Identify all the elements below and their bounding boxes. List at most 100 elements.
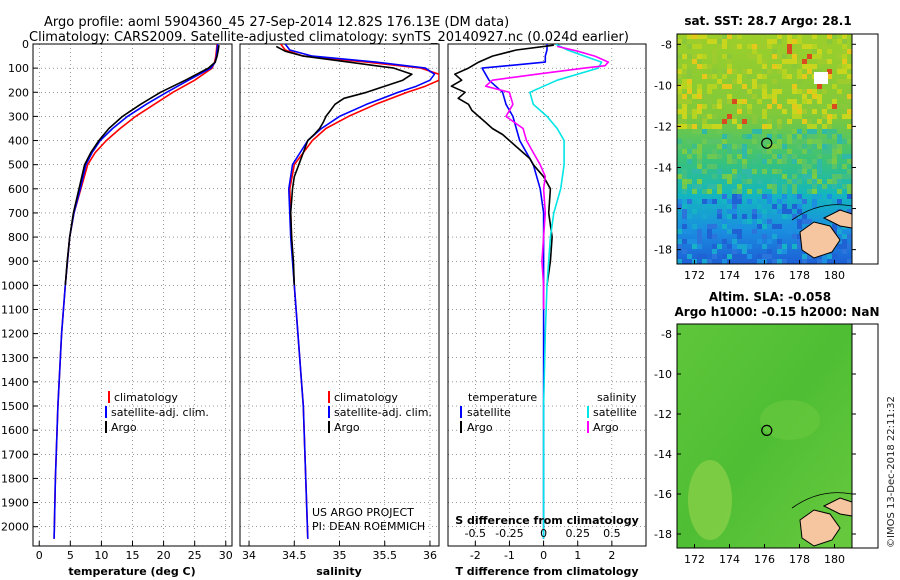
difference-xtick-label: 2 — [608, 549, 615, 562]
sst-pixel — [832, 199, 837, 204]
sst-pixel — [797, 199, 802, 204]
sst-pixel — [842, 44, 847, 49]
sst-pixel — [772, 99, 777, 104]
sst-pixel — [842, 184, 847, 189]
sst-pixel — [762, 74, 767, 79]
sst-pixel — [822, 144, 827, 149]
sst-pixel — [782, 199, 787, 204]
sst-pixel — [837, 194, 842, 199]
sst-pixel — [842, 94, 847, 99]
sst-pixel — [812, 189, 817, 194]
sst-pixel — [737, 234, 742, 239]
sst-pixel — [842, 154, 847, 159]
sst-pixel — [767, 159, 772, 164]
sst-pixel — [727, 204, 732, 209]
sst-pixel — [807, 34, 812, 39]
sst-pixel — [777, 34, 782, 39]
sst-pixel — [692, 124, 697, 129]
sst-pixel — [832, 114, 837, 119]
sst-pixel — [787, 44, 792, 49]
sst-pixel — [712, 39, 717, 44]
sst-pixel — [782, 69, 787, 74]
sst-pixel — [847, 174, 852, 179]
sst-pixel — [702, 189, 707, 194]
sst-pixel — [737, 74, 742, 79]
sst-pixel — [717, 39, 722, 44]
sst-pixel — [782, 154, 787, 159]
sst-pixel — [752, 84, 757, 89]
depth-tick-label: 700 — [8, 207, 29, 220]
sst-pixel — [777, 104, 782, 109]
sst-pixel — [792, 194, 797, 199]
sst-pixel — [832, 154, 837, 159]
sst-pixel — [717, 169, 722, 174]
sst-pixel — [752, 209, 757, 214]
sst-pixel — [792, 89, 797, 94]
legend-label-argo: Argo — [334, 421, 360, 434]
sst-pixel — [812, 89, 817, 94]
sst-pixel — [827, 39, 832, 44]
sst-pixel — [682, 104, 687, 109]
sst-pixel — [842, 174, 847, 179]
sst-pixel — [797, 194, 802, 199]
sst-pixel — [772, 224, 777, 229]
sst-pixel — [737, 154, 742, 159]
lat-tick-label: -18 — [654, 528, 672, 541]
sst-pixel — [732, 189, 737, 194]
sst-pixel — [757, 179, 762, 184]
sst-pixel — [687, 54, 692, 59]
sst-pixel — [772, 94, 777, 99]
depth-tick-label: 2000 — [1, 521, 29, 534]
sst-pixel — [702, 129, 707, 134]
sst-pixel — [737, 144, 742, 149]
sst-pixel — [812, 179, 817, 184]
sst-pixel — [802, 64, 807, 69]
depth-tick-label: 900 — [8, 255, 29, 268]
sst-pixel — [732, 114, 737, 119]
sst-pixel — [697, 54, 702, 59]
sst-pixel — [752, 54, 757, 59]
sst-pixel — [692, 149, 697, 154]
sst-pixel — [812, 184, 817, 189]
salinity-series-argo — [275, 45, 413, 286]
sst-pixel — [747, 94, 752, 99]
sst-pixel — [737, 44, 742, 49]
sst-pixel — [697, 179, 702, 184]
depth-tick-label: 1800 — [1, 472, 29, 485]
sst-pixel — [782, 144, 787, 149]
sst-pixel — [792, 109, 797, 114]
map-side-frame — [851, 323, 879, 549]
sst-pixel — [817, 139, 822, 144]
sst-pixel — [687, 34, 692, 39]
sst-pixel — [782, 259, 787, 264]
sst-pixel — [697, 144, 702, 149]
sst-pixel — [677, 239, 682, 244]
sst-pixel — [682, 54, 687, 59]
sst-pixel — [832, 134, 837, 139]
sst-pixel — [822, 124, 827, 129]
salinity-xtick-label: 35.5 — [372, 549, 397, 562]
sst-pixel — [757, 199, 762, 204]
difference-xtick-label: 1 — [574, 549, 581, 562]
sst-pixel — [747, 149, 752, 154]
sst-pixel — [792, 99, 797, 104]
sst-pixel — [787, 74, 792, 79]
sst-pixel — [727, 254, 732, 259]
sst-pixel — [747, 104, 752, 109]
sst-pixel — [717, 34, 722, 39]
sst-pixel — [732, 69, 737, 74]
sst-pixel — [682, 179, 687, 184]
sst-pixel — [712, 199, 717, 204]
sst-pixel — [697, 199, 702, 204]
sst-pixel — [827, 104, 832, 109]
sst-pixel — [687, 84, 692, 89]
sst-pixel — [822, 44, 827, 49]
sst-pixel — [797, 89, 802, 94]
sst-pixel — [757, 144, 762, 149]
depth-tick-label: 1300 — [1, 352, 29, 365]
sst-pixel — [777, 89, 782, 94]
sst-pixel — [792, 174, 797, 179]
sst-pixel — [742, 169, 747, 174]
sst-pixel — [777, 239, 782, 244]
sst-pixel — [752, 94, 757, 99]
